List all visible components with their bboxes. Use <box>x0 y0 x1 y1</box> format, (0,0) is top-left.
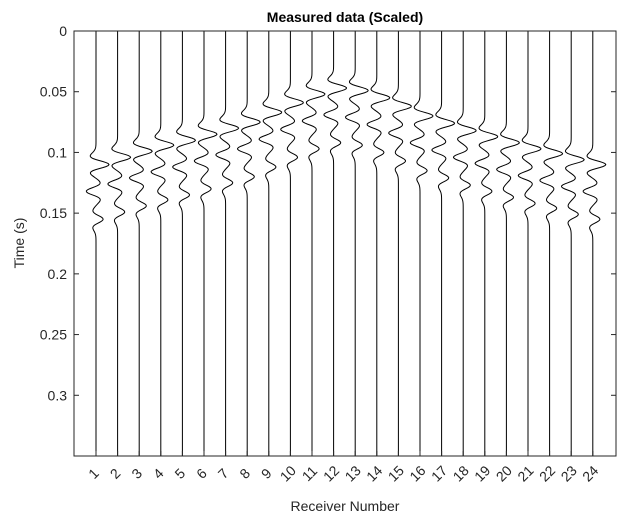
trace-receiver-1 <box>85 31 110 456</box>
trace-receiver-19 <box>474 31 499 456</box>
trace-receiver-2 <box>107 31 132 456</box>
y-tick-label: 0.1 <box>48 144 68 160</box>
trace-receiver-12 <box>323 31 348 456</box>
trace-receiver-14 <box>366 31 391 456</box>
y-axis: 0 0.05 0.1 0.15 0.2 0.25 0.3 <box>40 23 616 403</box>
traces-group <box>85 31 607 456</box>
trace-receiver-22 <box>539 31 564 456</box>
trace-receiver-3 <box>128 31 153 456</box>
trace-receiver-11 <box>301 31 326 456</box>
y-axis-label: Time (s) <box>11 218 27 269</box>
y-tick-label: 0.15 <box>40 205 67 221</box>
plot-area-frame <box>73 30 617 457</box>
trace-receiver-7 <box>215 31 240 456</box>
trace-receiver-4 <box>150 31 175 456</box>
trace-receiver-23 <box>561 31 585 456</box>
trace-receiver-18 <box>452 31 477 456</box>
trace-receiver-5 <box>172 31 197 456</box>
trace-receiver-21 <box>517 31 542 456</box>
trace-receiver-20 <box>496 31 520 456</box>
y-tick-label: 0.05 <box>40 84 67 100</box>
trace-receiver-6 <box>193 31 218 456</box>
trace-receiver-17 <box>431 31 456 456</box>
trace-receiver-16 <box>409 31 434 456</box>
trace-receiver-15 <box>388 31 412 456</box>
chart-title: Measured data (Scaled) <box>267 9 423 25</box>
trace-receiver-8 <box>237 31 261 456</box>
trace-receiver-13 <box>344 31 369 456</box>
x-axis-label: Receiver Number <box>291 498 400 512</box>
y-tick-label: 0.25 <box>40 327 67 343</box>
y-tick-label: 0.2 <box>48 266 68 282</box>
trace-receiver-24 <box>582 31 607 456</box>
y-tick-label: 0 <box>59 23 67 39</box>
trace-receiver-9 <box>258 31 283 456</box>
trace-receiver-10 <box>280 31 304 456</box>
y-tick-label: 0.3 <box>48 387 68 403</box>
